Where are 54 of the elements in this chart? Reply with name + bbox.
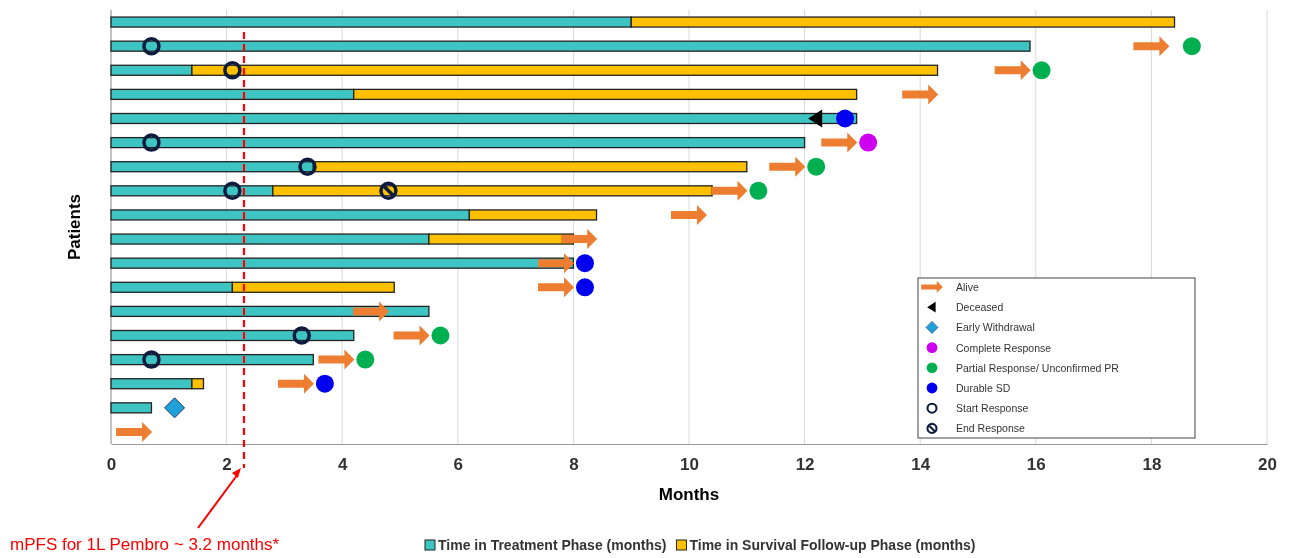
x-tick-label: 2 xyxy=(222,455,232,475)
point xyxy=(298,157,317,176)
bar xyxy=(110,353,314,366)
bar xyxy=(110,402,153,414)
point xyxy=(356,350,375,369)
bar xyxy=(110,161,314,173)
legend-label: Time in Survival Follow-up Phase (months) xyxy=(689,537,976,553)
point xyxy=(292,326,311,345)
ref-line-label: mPFS for 1L Pembro ~ 3.2 months* xyxy=(10,535,280,554)
point xyxy=(223,61,242,80)
x-tick-label: 4 xyxy=(337,455,348,475)
point xyxy=(315,374,334,393)
x-tick-label: 18 xyxy=(1142,455,1162,475)
point xyxy=(836,109,855,128)
bar xyxy=(110,136,806,149)
x-tick-label: 8 xyxy=(569,455,579,475)
x-tick-label: 10 xyxy=(680,455,699,475)
point xyxy=(164,397,186,419)
point xyxy=(142,350,161,369)
point xyxy=(142,133,161,152)
point xyxy=(431,326,450,345)
bar xyxy=(312,161,748,173)
point xyxy=(749,181,768,200)
point xyxy=(575,278,594,297)
point xyxy=(142,36,161,56)
x-tick-label: 14 xyxy=(911,455,931,475)
x-tick-label: 20 xyxy=(1258,455,1277,475)
legend-label: Time in Treatment Phase (months) xyxy=(438,537,667,553)
legend-label: Early Withdrawal xyxy=(956,321,1035,334)
point xyxy=(859,133,878,152)
bar xyxy=(110,40,1031,52)
point xyxy=(575,254,594,273)
x-tick-label: 16 xyxy=(1026,455,1046,475)
point xyxy=(379,181,398,201)
legend-label: End Response xyxy=(956,422,1026,435)
x-tick-label: 0 xyxy=(106,455,117,475)
legend-label: Start Response xyxy=(956,402,1029,415)
point xyxy=(1032,61,1051,80)
legend-label: Deceased xyxy=(956,301,1004,314)
point xyxy=(808,109,823,128)
bar xyxy=(110,329,355,342)
bar xyxy=(110,257,575,269)
legend-label: Alive xyxy=(956,281,979,293)
point xyxy=(1182,37,1201,56)
point xyxy=(807,157,826,176)
legend-label: Partial Response/ Unconfirmed PR xyxy=(956,361,1120,374)
x-tick-label: 12 xyxy=(795,455,815,475)
x-axis-title: Months xyxy=(658,485,720,504)
legend-label: Complete Response xyxy=(956,341,1052,354)
legend-label: Durable SD xyxy=(956,382,1011,394)
x-tick-label: 6 xyxy=(453,455,464,475)
y-axis-title: Patients xyxy=(65,193,84,261)
point xyxy=(223,181,242,201)
bar xyxy=(110,112,858,125)
